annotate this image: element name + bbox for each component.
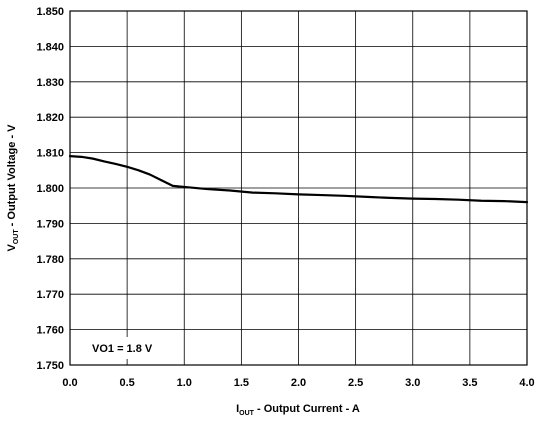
plot-frame	[69, 10, 528, 366]
y-tick-label: 1.820	[36, 112, 64, 124]
x-tick-label: 3.0	[405, 377, 420, 389]
y-tick-label: 1.810	[36, 148, 64, 160]
x-axis-title: IOUT - Output Current - A	[236, 403, 360, 417]
x-tick-label: 0.0	[62, 377, 77, 389]
y-tick-label: 1.780	[36, 254, 64, 266]
x-tick-label: 2.5	[348, 377, 363, 389]
y-axis-title: VOUT - Output Voltage - V	[6, 124, 20, 252]
y-tick-labels: 1.750 1.760 1.770 1.780 1.790 1.800 1.810 1.820…	[36, 6, 64, 372]
y-tick-label: 1.850	[36, 6, 64, 18]
x-tick-label: 1.5	[234, 377, 249, 389]
x-tick-label: 3.5	[462, 377, 477, 389]
y-tick-label: 1.830	[36, 77, 64, 89]
y-tick-label: 1.770	[36, 289, 64, 301]
series-line-output-voltage	[68, 155, 529, 204]
x-tick-label: 2.0	[291, 377, 306, 389]
y-tick-label: 1.800	[36, 183, 64, 195]
x-tick-label: 4.0	[519, 377, 534, 389]
y-tick-label: 1.790	[36, 218, 64, 230]
y-tick-label: 1.840	[36, 41, 64, 53]
y-tick-label: 1.750	[36, 360, 64, 372]
annotation-label: VO1 = 1.8 V	[92, 343, 153, 355]
x-tick-label: 0.5	[119, 377, 134, 389]
x-tick-label: 1.0	[177, 377, 192, 389]
annotation-box: VO1 = 1.8 V	[87, 337, 172, 359]
grid	[70, 11, 527, 365]
x-tick-labels: 0.0 0.5 1.0 1.5 2.0 2.5 3.0 3.5 4.0	[62, 377, 534, 389]
y-tick-label: 1.760	[36, 325, 64, 337]
